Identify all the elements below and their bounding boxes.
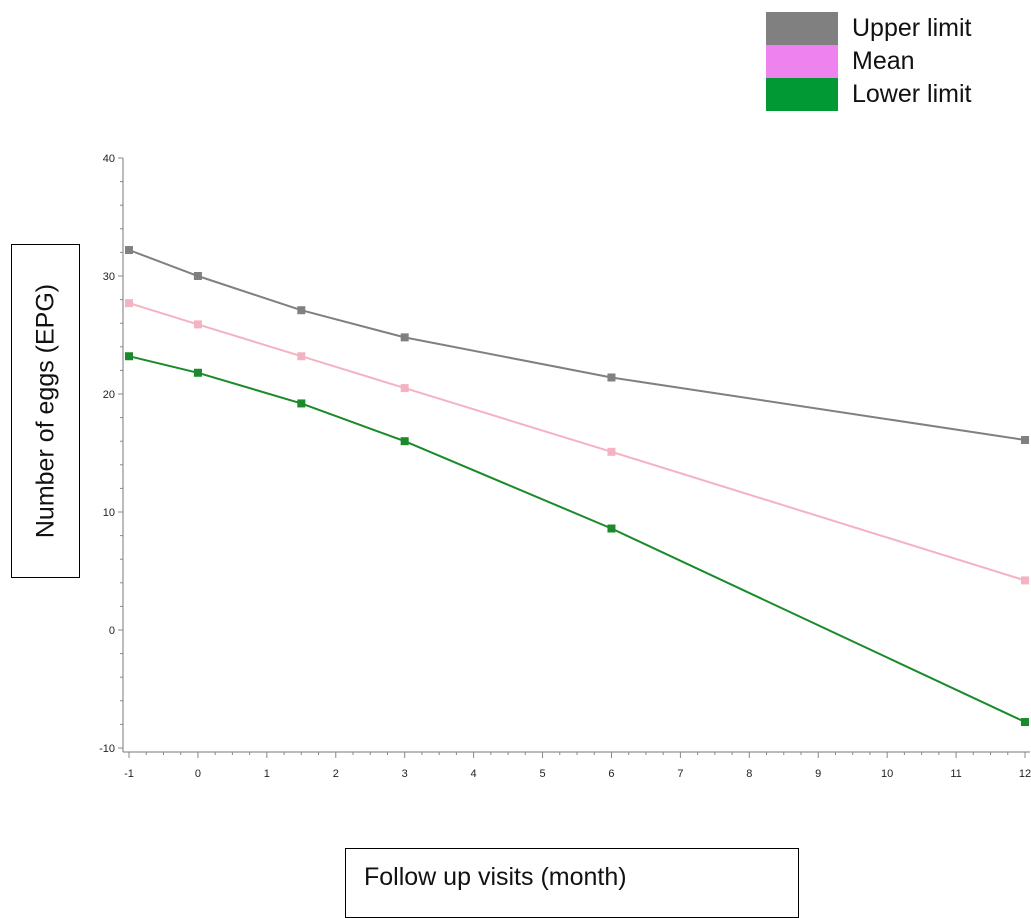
legend-swatch-lower-limit xyxy=(766,78,838,111)
legend-swatch-mean xyxy=(766,45,838,78)
x-axis-title-box: Follow up visits (month) xyxy=(345,848,799,918)
legend: Upper limit Mean Lower limit xyxy=(766,12,971,111)
x-tick-label: 3 xyxy=(402,768,408,780)
data-point-upper-limit xyxy=(607,373,616,382)
series-line-upper-limit xyxy=(128,249,1026,441)
y-tick-label: 40 xyxy=(103,153,115,165)
legend-label-upper-limit: Upper limit xyxy=(852,14,972,42)
x-tick-label: 4 xyxy=(471,768,477,780)
y-tick-label: 0 xyxy=(109,625,115,637)
legend-label-lower-limit: Lower limit xyxy=(852,80,972,108)
legend-item-mean: Mean xyxy=(766,45,971,78)
data-point-mean xyxy=(1021,576,1029,585)
data-point-upper-limit xyxy=(1021,436,1029,445)
y-tick-label: 10 xyxy=(103,507,115,519)
x-tick-label: 6 xyxy=(608,768,614,780)
data-point-upper-limit xyxy=(193,272,202,280)
x-tick-label: 11 xyxy=(950,768,961,780)
data-point-mean xyxy=(297,352,306,361)
x-tick-label: 12 xyxy=(1019,768,1031,780)
data-point-lower-limit xyxy=(297,399,306,408)
data-point-upper-limit xyxy=(125,246,133,255)
legend-label-mean: Mean xyxy=(852,47,915,75)
legend-swatch-upper-limit xyxy=(766,12,838,45)
data-point-lower-limit xyxy=(400,437,409,446)
data-point-mean xyxy=(193,320,202,329)
y-axis-title: Number of eggs (EPG) xyxy=(31,283,59,539)
series-line-lower-limit xyxy=(128,355,1026,723)
data-point-lower-limit xyxy=(125,352,133,361)
x-tick-label: 2 xyxy=(333,768,339,780)
data-point-lower-limit xyxy=(193,368,202,377)
data-point-upper-limit xyxy=(297,306,306,315)
series-lines xyxy=(125,246,1029,727)
x-tick-label: -1 xyxy=(124,768,134,780)
x-tick-label: 7 xyxy=(677,768,683,780)
data-point-upper-limit xyxy=(400,333,409,342)
data-point-lower-limit xyxy=(1021,718,1029,727)
x-tick-label: 10 xyxy=(881,768,893,780)
x-axis-title: Follow up visits (month) xyxy=(364,863,627,891)
y-tick-label: 20 xyxy=(103,389,115,401)
data-point-lower-limit xyxy=(607,524,616,533)
data-point-mean xyxy=(607,447,616,456)
y-axis-title-box: Number of eggs (EPG) xyxy=(11,244,80,578)
series-line-mean xyxy=(128,302,1026,582)
data-point-mean xyxy=(400,384,409,393)
y-tick-label: 30 xyxy=(103,271,115,283)
x-tick-label: 8 xyxy=(746,768,752,780)
x-tick-label: 5 xyxy=(539,768,545,780)
x-tick-label: 1 xyxy=(264,768,270,780)
data-point-mean xyxy=(125,299,133,308)
x-tick-label: 9 xyxy=(815,768,821,780)
x-tick-label: 0 xyxy=(195,768,201,780)
y-tick-label: -10 xyxy=(99,743,115,755)
legend-item-upper-limit: Upper limit xyxy=(766,12,971,45)
legend-item-lower-limit: Lower limit xyxy=(766,78,971,111)
